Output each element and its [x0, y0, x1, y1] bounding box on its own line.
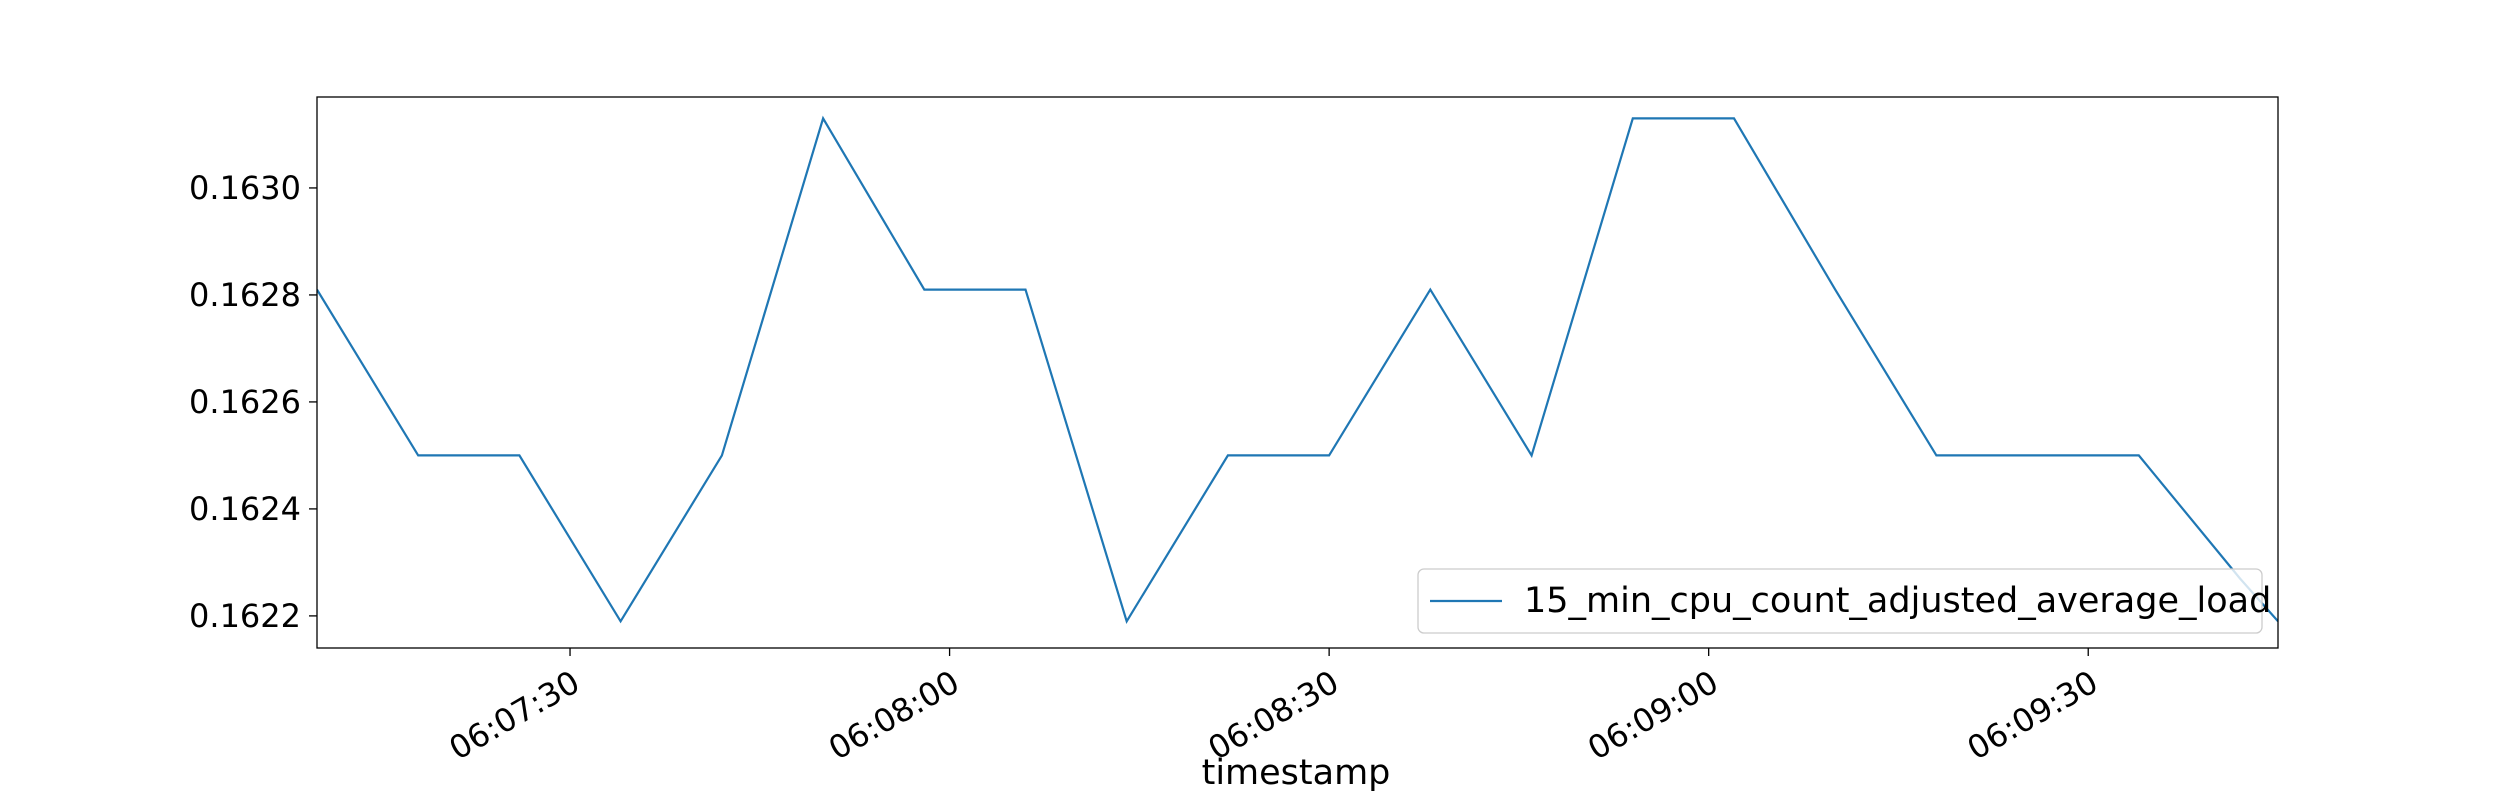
x-tick-label: 06:09:00 [1581, 663, 1724, 768]
y-tick-label: 0.1626 [189, 383, 301, 421]
x-tick-label: 06:08:00 [822, 663, 965, 768]
plot-area [317, 97, 2278, 648]
y-tick-label: 0.1630 [189, 169, 301, 207]
y-tick-label: 0.1622 [189, 597, 301, 635]
series-line-0 [317, 115, 2278, 624]
x-tick-label: 06:07:30 [443, 663, 586, 768]
x-axis-label: timestamp [1202, 753, 1391, 793]
x-tick-label: 06:08:30 [1202, 663, 1345, 768]
y-tick-label: 0.1624 [189, 490, 301, 528]
legend-label: 15_min_cpu_count_adjusted_average_load [1524, 581, 2271, 621]
y-tick-label: 0.1628 [189, 276, 301, 314]
legend-box [1417, 568, 2263, 634]
axes-frame [316, 96, 2279, 649]
x-tick-label: 06:09:30 [1961, 663, 2104, 768]
